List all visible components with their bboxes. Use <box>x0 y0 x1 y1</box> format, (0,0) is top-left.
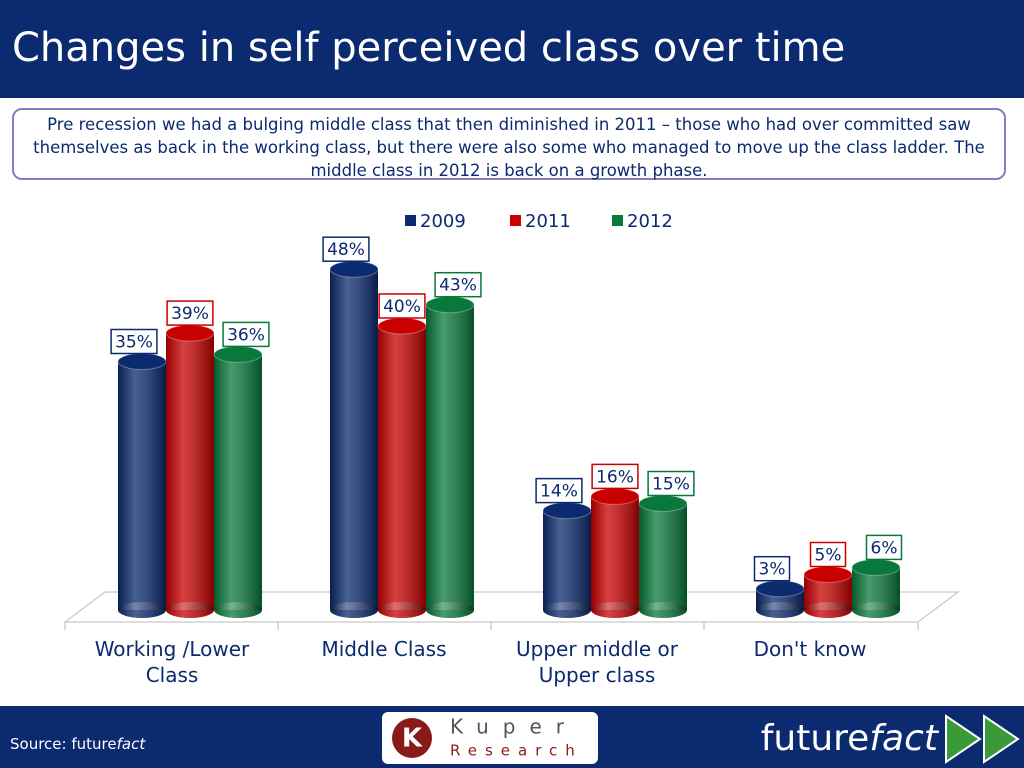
legend-label: 2009 <box>420 211 466 232</box>
bar-shine <box>118 361 166 610</box>
source: Source: futurefact <box>10 735 146 753</box>
bar-shine-bottom <box>118 602 166 618</box>
bar-shine-bottom <box>214 602 262 618</box>
bar-top <box>638 495 688 512</box>
bar <box>165 324 215 618</box>
bar-shine <box>330 269 378 610</box>
value-label: 48% <box>327 240 365 260</box>
bar-shine <box>214 354 262 610</box>
bar-shine-bottom <box>756 602 804 618</box>
bar-top <box>851 558 901 576</box>
bar <box>213 345 263 618</box>
value-label-box <box>809 541 847 568</box>
value-label: 3% <box>759 560 786 580</box>
logo-icon <box>392 718 432 758</box>
bar-top <box>329 260 379 278</box>
legend-label: 2012 <box>627 211 673 232</box>
bar <box>803 566 853 618</box>
value-label: 6% <box>871 538 898 558</box>
bar-shine-bottom <box>166 602 214 618</box>
bar-shine-bottom <box>591 602 639 618</box>
header-bar <box>0 0 1024 98</box>
bar <box>590 487 640 618</box>
bar <box>117 353 167 618</box>
bar <box>851 558 901 618</box>
value-label: 40% <box>383 297 421 317</box>
x-tick-label: Middle Class <box>321 637 447 661</box>
bar-shine-bottom <box>639 602 687 618</box>
bar-top <box>213 345 263 363</box>
value-label: 14% <box>540 482 578 502</box>
bar-top <box>425 296 475 314</box>
legend-swatch <box>510 215 521 226</box>
arrow <box>983 714 1020 764</box>
value-label: 39% <box>171 304 209 324</box>
bar-shine <box>426 304 474 610</box>
value-label: 35% <box>115 333 153 353</box>
floor <box>63 591 960 623</box>
x-tick-label: Working /Lower Class <box>94 637 250 687</box>
value-label-box <box>434 271 482 298</box>
legend-label: 2011 <box>525 211 571 232</box>
value-label: 5% <box>815 546 842 566</box>
bar <box>638 495 688 618</box>
bar-top <box>165 324 215 342</box>
value-label-box <box>110 328 158 355</box>
bar-shine-bottom <box>804 602 852 618</box>
value-label-box <box>647 470 695 497</box>
bar-top <box>377 317 427 335</box>
value-label-box <box>378 293 426 319</box>
bar-shine-bottom <box>426 602 474 618</box>
bar-top <box>590 487 640 505</box>
value-label-box <box>166 300 214 326</box>
value-label: 43% <box>439 276 477 296</box>
bar <box>755 580 805 618</box>
logo-k: K <box>402 724 423 754</box>
description: Pre recession we had a bulging middle cl… <box>12 108 1006 180</box>
x-tick-label: Don't know <box>753 637 867 661</box>
bar <box>542 502 592 618</box>
bar-top <box>542 502 592 520</box>
logo-sub: Research <box>450 742 583 760</box>
bar-top <box>803 566 853 583</box>
value-label-box <box>322 236 370 262</box>
bar-shine <box>166 333 214 610</box>
arrow <box>945 714 982 764</box>
value-label: 16% <box>596 467 634 487</box>
bar <box>425 296 475 618</box>
bar-shine <box>543 510 591 610</box>
value-label: 36% <box>227 325 265 345</box>
bar-shine-bottom <box>330 602 378 618</box>
value-label-box <box>535 477 583 504</box>
value-label-box <box>591 463 639 490</box>
bar <box>329 260 379 618</box>
value-label-box <box>753 555 791 582</box>
bar-top <box>117 353 167 370</box>
bar-shine-bottom <box>378 602 426 618</box>
logo-name: Kuper <box>450 715 578 739</box>
value-label-box <box>222 321 270 348</box>
legend-swatch <box>405 215 416 226</box>
title: Changes in self perceived class over tim… <box>12 25 845 71</box>
legend-swatch <box>612 215 623 226</box>
bar-shine <box>639 503 687 610</box>
bar <box>377 317 427 618</box>
bar-shine <box>591 496 639 610</box>
bar-shine-bottom <box>543 602 591 618</box>
brand: futurefact <box>761 718 940 759</box>
value-label: 15% <box>652 475 690 495</box>
bar-top <box>755 580 805 598</box>
x-tick-label: Upper middle or Upper class <box>515 637 679 687</box>
logo-box <box>382 712 598 764</box>
bar-shine <box>378 326 426 610</box>
value-label-box <box>865 534 903 561</box>
bar-shine-bottom <box>852 602 900 618</box>
